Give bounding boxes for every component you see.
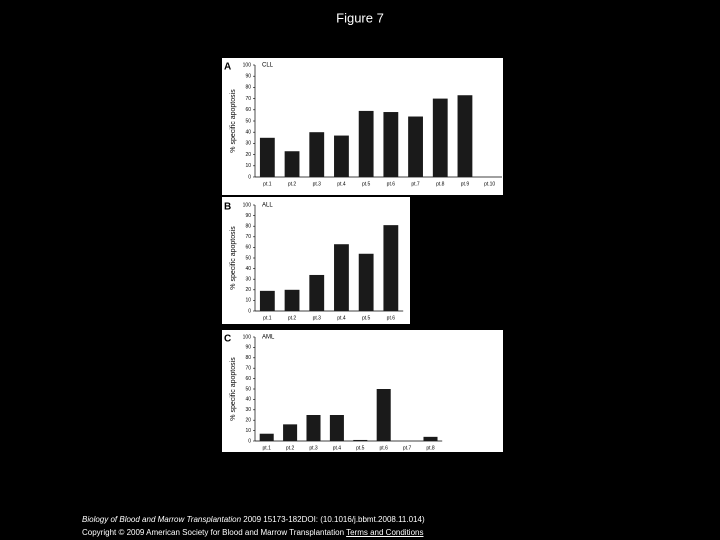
x-tick-label: pt.2 [288, 181, 297, 187]
y-tick-label: 90 [245, 213, 251, 219]
y-tick-label: 60 [245, 245, 251, 251]
y-tick-label: 20 [245, 418, 251, 424]
bar [423, 436, 438, 441]
citation: Biology of Blood and Marrow Transplantat… [82, 515, 425, 524]
bar [376, 389, 391, 441]
y-tick-label: 10 [245, 428, 251, 434]
y-tick-label: 70 [245, 234, 251, 240]
bar [408, 116, 423, 177]
bar [259, 137, 275, 177]
y-tick-label: 20 [245, 152, 251, 158]
y-axis-label: % specific apoptosis [230, 89, 237, 153]
y-tick-label: 50 [245, 386, 251, 392]
bar [329, 415, 344, 441]
bar [259, 290, 275, 311]
y-axis-label: % specific apoptosis [230, 357, 237, 421]
panel-letter: A [224, 62, 231, 73]
figure: Figure 7 A CLL % specific apoptosis 0 10 20 30… [222, 10, 503, 452]
y-tick-label: 80 [245, 224, 251, 230]
panel-label: CLL [262, 63, 274, 69]
x-tick-label: pt.8 [436, 181, 445, 187]
x-tick-label: pt.1 [263, 315, 272, 321]
y-tick-label: 90 [245, 345, 251, 351]
bar [334, 244, 349, 311]
y-tick-label: 70 [245, 96, 251, 102]
copyright: Copyright © 2009 American Society for Bl… [82, 528, 347, 537]
bar [457, 95, 473, 177]
y-tick-label: 30 [245, 277, 251, 283]
y-tick-label: 40 [245, 397, 251, 403]
x-tick-label: pt.5 [362, 181, 371, 187]
y-tick-label: 60 [245, 376, 251, 382]
y-tick-label: 80 [245, 355, 251, 361]
x-tick-label: pt.8 [426, 445, 435, 451]
y-axis-label: % specific apoptosis [230, 226, 237, 290]
panel-background [222, 330, 503, 452]
x-tick-label: pt.5 [356, 445, 365, 451]
x-tick-label: pt.2 [288, 315, 297, 321]
x-tick-label: pt.3 [313, 181, 322, 187]
panel-letter: C [224, 334, 231, 345]
bar [283, 424, 298, 441]
x-tick-label: pt.6 [387, 181, 396, 187]
y-tick-label: 0 [248, 174, 251, 180]
panel-label: AML [262, 335, 275, 341]
y-tick-label: 0 [248, 438, 251, 444]
journal: Biology of Blood and Marrow Transplantat… [82, 515, 242, 524]
x-tick-label: pt.4 [337, 181, 346, 187]
bar [383, 112, 399, 177]
y-tick-label: 100 [243, 62, 252, 68]
bar [353, 439, 368, 441]
y-tick-label: 50 [245, 255, 251, 261]
y-tick-label: 30 [245, 141, 251, 147]
x-tick-label: pt.5 [362, 315, 371, 321]
x-tick-label: pt.6 [380, 445, 389, 451]
y-tick-label: 40 [245, 130, 251, 136]
bar [284, 151, 300, 177]
y-tick-label: 60 [245, 107, 251, 113]
copyright-line: Copyright © 2009 American Society for Bl… [82, 528, 423, 537]
x-tick-label: pt.1 [263, 181, 272, 187]
y-tick-label: 10 [245, 163, 251, 169]
bar [334, 135, 349, 177]
y-tick-label: 50 [245, 118, 251, 124]
bar [432, 98, 448, 177]
bar [259, 433, 274, 441]
x-tick-label: pt.9 [461, 181, 470, 187]
panel-label: ALL [262, 203, 273, 209]
x-tick-label: pt.7 [403, 445, 412, 451]
x-tick-label: pt.3 [309, 445, 318, 451]
bar [358, 110, 374, 177]
y-tick-label: 100 [243, 202, 252, 208]
x-tick-label: pt.10 [484, 181, 495, 187]
x-tick-label: pt.2 [286, 445, 295, 451]
x-tick-label: pt.4 [337, 315, 346, 321]
y-tick-label: 70 [245, 366, 251, 372]
x-tick-label: pt.4 [333, 445, 342, 451]
y-tick-label: 40 [245, 266, 251, 272]
bar [309, 132, 325, 177]
y-tick-label: 10 [245, 298, 251, 304]
y-tick-label: 30 [245, 407, 251, 413]
citation-text: 2009 15173-182DOI: (10.1016/j.bbmt.2008.… [241, 515, 425, 524]
x-tick-label: pt.7 [411, 181, 420, 187]
x-tick-label: pt.6 [387, 315, 396, 321]
bar [306, 415, 321, 441]
y-tick-label: 0 [248, 308, 251, 314]
bar [358, 253, 374, 311]
terms-link[interactable]: Terms and Conditions [346, 528, 424, 537]
x-tick-label: pt.3 [313, 315, 322, 321]
bar [284, 289, 300, 311]
panel-letter: B [224, 202, 231, 213]
y-tick-label: 80 [245, 85, 251, 91]
bar [383, 225, 399, 311]
bar [309, 274, 325, 311]
y-tick-label: 20 [245, 287, 251, 293]
y-tick-label: 90 [245, 74, 251, 80]
x-tick-label: pt.1 [263, 445, 272, 451]
y-tick-label: 100 [243, 334, 252, 340]
slide-title: Figure 7 [336, 10, 384, 25]
